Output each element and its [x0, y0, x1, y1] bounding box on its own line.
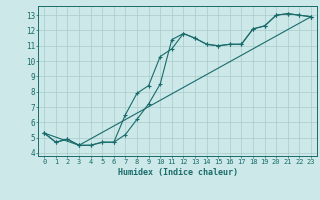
X-axis label: Humidex (Indice chaleur): Humidex (Indice chaleur) [118, 168, 238, 177]
